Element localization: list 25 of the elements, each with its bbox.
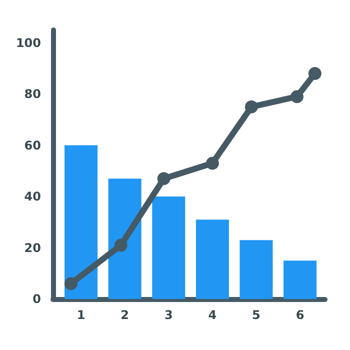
y-tick-label: 40 xyxy=(24,190,41,204)
y-tick-label: 60 xyxy=(24,138,41,152)
point xyxy=(157,172,170,186)
point xyxy=(64,277,78,290)
point xyxy=(206,156,219,170)
x-tick-label: 2 xyxy=(120,308,130,322)
y-tick-label: 80 xyxy=(24,87,41,102)
y-tick-label: 20 xyxy=(24,240,41,255)
x-tick-label: 6 xyxy=(296,308,304,322)
bar xyxy=(108,178,142,299)
point xyxy=(114,238,128,252)
x-tick-label: 5 xyxy=(252,308,260,322)
bar xyxy=(196,220,229,299)
bar xyxy=(152,196,186,299)
x-tick-label: 4 xyxy=(208,308,217,322)
bar xyxy=(284,260,317,299)
bar xyxy=(240,240,273,299)
y-tick-label: 100 xyxy=(16,36,41,50)
point xyxy=(290,90,304,104)
bar xyxy=(64,145,98,299)
y-tick-label: 0 xyxy=(32,292,41,306)
point xyxy=(308,67,322,80)
point xyxy=(244,100,258,114)
x-tick-label: 1 xyxy=(76,308,86,322)
x-tick-label: 3 xyxy=(164,308,173,322)
